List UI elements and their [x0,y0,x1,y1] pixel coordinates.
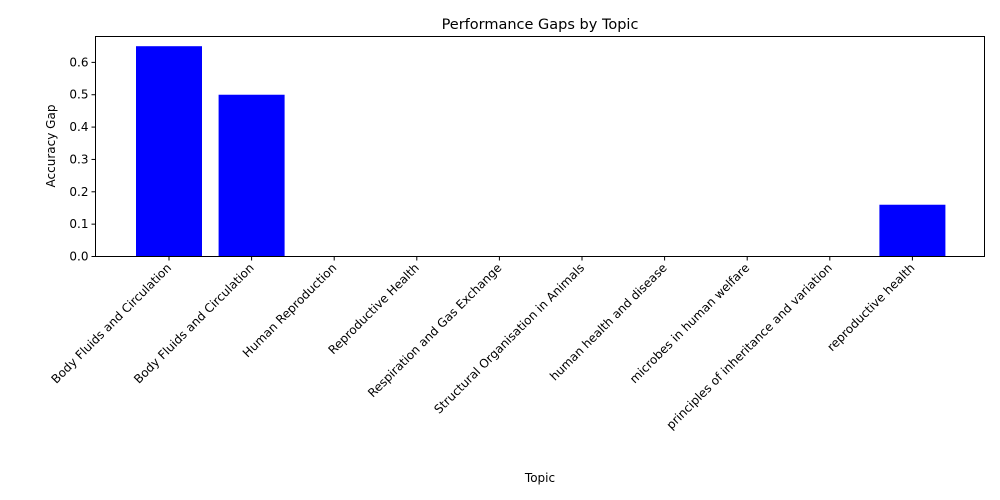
bar-2 [218,94,285,257]
y-axis-title: Accuracy Gap [44,105,58,188]
x-axis-title: Topic [524,471,555,485]
y-tick-label: 0.5 [69,88,88,102]
y-axis: 0.0 0.1 0.2 0.3 0.4 0.5 0.6 [69,55,96,264]
chart-title: Performance Gaps by Topic [442,17,639,33]
y-tick-label: 0.1 [69,217,88,231]
y-tick-label: 0.2 [69,185,88,199]
y-tick-label: 0.0 [69,250,88,264]
bar-1 [136,46,202,257]
y-tick-label: 0.3 [69,152,88,166]
bars-group [136,46,946,257]
y-tick-label: 0.6 [69,55,88,69]
bar-10 [879,204,946,257]
y-tick-label: 0.4 [69,120,88,134]
plot-frame [95,36,985,257]
